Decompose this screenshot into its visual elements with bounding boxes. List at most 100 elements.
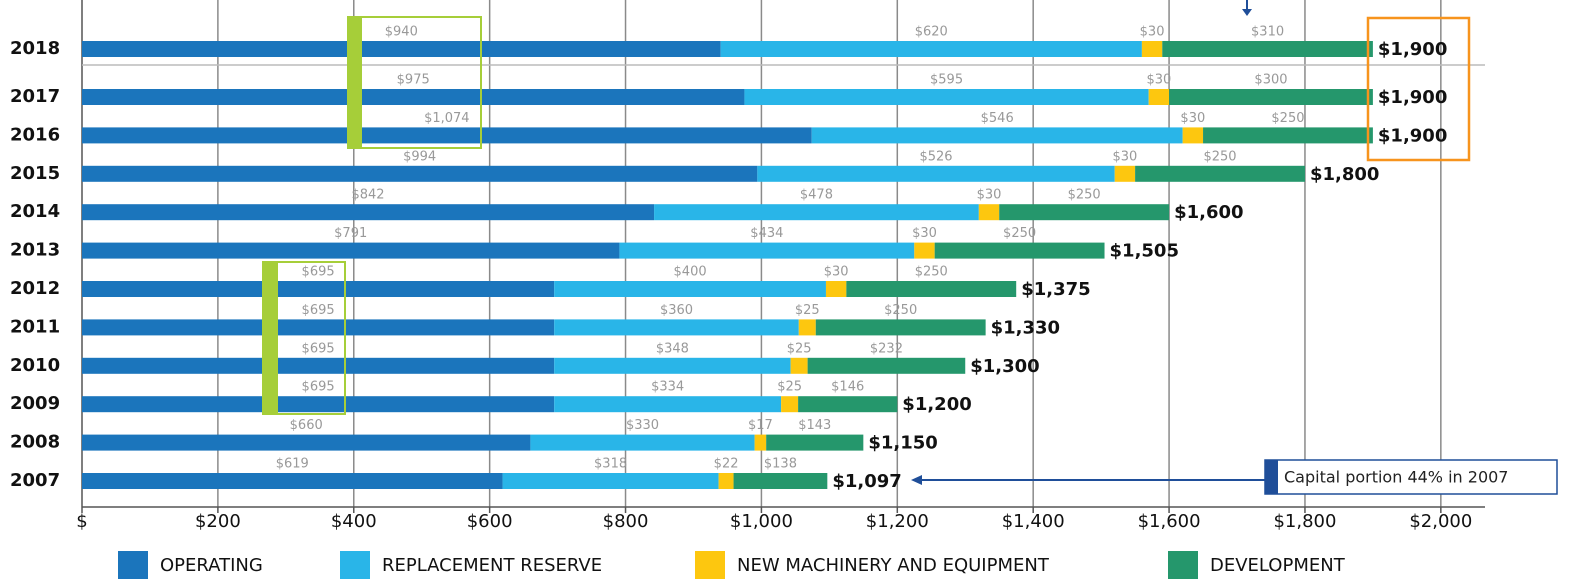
bar-segment — [934, 242, 1105, 259]
bar-segment — [825, 281, 847, 297]
data-label: $348 — [656, 341, 689, 356]
data-label: $842 — [351, 188, 384, 203]
y-tick-label: 2009 — [10, 393, 60, 414]
bar-segment — [1169, 89, 1373, 105]
legend-swatch — [695, 551, 725, 579]
x-tick-label: $800 — [603, 511, 649, 532]
bar-segment — [807, 357, 966, 374]
bar-segment — [619, 242, 915, 259]
y-tick-label: 2010 — [10, 355, 60, 376]
arrow-head — [911, 475, 922, 485]
data-label: $334 — [651, 380, 684, 395]
bar-segment — [1203, 127, 1373, 144]
data-label: $310 — [1251, 25, 1284, 40]
data-label: $30 — [1146, 73, 1171, 88]
arrow-head — [1242, 9, 1252, 16]
total-label: $1,900 — [1378, 39, 1447, 60]
y-tick-label: 2008 — [10, 432, 60, 453]
total-label: $1,900 — [1378, 125, 1447, 146]
data-label: $318 — [594, 457, 627, 472]
y-tick-label: 2012 — [10, 278, 60, 299]
annotation-strip — [1265, 460, 1278, 494]
data-label: $25 — [787, 341, 812, 356]
total-label: $1,300 — [970, 356, 1039, 377]
highlight-strip — [348, 17, 362, 148]
data-label: $250 — [884, 303, 917, 318]
x-tick-label: $1,200 — [866, 511, 929, 532]
legend-label: NEW MACHINERY AND EQUIPMENT — [737, 555, 1050, 576]
y-tick-label: 2013 — [10, 240, 60, 261]
highlight-box — [1366, 16, 1471, 162]
bar-segment — [999, 204, 1170, 221]
bar-segment — [82, 434, 531, 451]
data-label: $478 — [800, 188, 833, 203]
bar-segment — [554, 357, 791, 374]
data-label: $330 — [626, 418, 659, 433]
legend-swatch — [1168, 551, 1198, 579]
x-tick-label: $ — [76, 511, 87, 532]
data-label: $250 — [1271, 111, 1304, 126]
bar-segment — [82, 165, 758, 182]
bar-segment — [720, 41, 1142, 57]
total-label: $1,800 — [1310, 164, 1379, 185]
data-label: $250 — [1003, 226, 1036, 241]
total-label: $1,150 — [868, 433, 937, 454]
data-label: $250 — [915, 265, 948, 280]
bar-segment — [846, 281, 1017, 297]
data-label: $695 — [302, 341, 335, 356]
total-label: $1,375 — [1021, 279, 1090, 300]
bar-segment — [82, 319, 555, 336]
data-label: $25 — [795, 303, 820, 318]
data-label: $30 — [1112, 149, 1137, 164]
bar-segment — [790, 357, 808, 374]
x-tick-label: $1,800 — [1273, 511, 1336, 532]
bar-segment — [754, 434, 767, 451]
bar-segment — [781, 396, 799, 413]
data-label: $975 — [397, 73, 430, 88]
bar-segment — [744, 89, 1149, 105]
data-label: $22 — [714, 457, 739, 472]
legend-label: OPERATING — [160, 555, 263, 576]
legend-label: REPLACEMENT RESERVE — [382, 555, 602, 576]
bar-segment — [811, 127, 1183, 144]
data-label: $940 — [385, 25, 418, 40]
data-label: $30 — [824, 265, 849, 280]
data-label: $434 — [750, 226, 783, 241]
x-tick-label: $1,400 — [1002, 511, 1065, 532]
data-label: $595 — [930, 73, 963, 88]
data-label: $1,074 — [424, 111, 470, 126]
bar-segment — [757, 165, 1115, 182]
data-label: $146 — [831, 380, 864, 395]
bar-segment — [1162, 41, 1373, 57]
bar-segment — [554, 396, 782, 413]
bar-segment — [82, 89, 745, 105]
annotation: Capital portion 44% in 2007 — [1284, 468, 1508, 487]
bars — [82, 41, 1373, 489]
bar-segment — [530, 434, 755, 451]
bar-segment — [502, 473, 719, 489]
bar-segment — [733, 473, 828, 489]
data-label: $360 — [660, 303, 693, 318]
data-label: $791 — [334, 226, 367, 241]
data-label: $695 — [302, 265, 335, 280]
data-label: $994 — [403, 149, 436, 164]
bar-segment — [654, 204, 979, 221]
data-label: $660 — [290, 418, 323, 433]
data-label: $17 — [748, 418, 773, 433]
total-label: $1,505 — [1110, 241, 1179, 262]
bar-segment — [718, 473, 734, 489]
data-label: $300 — [1254, 73, 1287, 88]
y-tick-label: 2016 — [10, 124, 60, 145]
data-label: $620 — [915, 25, 948, 40]
bar-segment — [82, 204, 655, 221]
y-tick-label: 2011 — [10, 316, 60, 337]
bar-segment — [798, 319, 816, 336]
bar-segment — [1182, 127, 1204, 144]
x-tick-label: $1,000 — [730, 511, 793, 532]
x-tick-label: $200 — [195, 511, 241, 532]
data-label: $25 — [777, 380, 802, 395]
bar-segment — [798, 396, 898, 413]
bar-segment — [554, 281, 826, 297]
bar-segment — [1114, 165, 1136, 182]
y-tick-label: 2015 — [10, 163, 60, 184]
